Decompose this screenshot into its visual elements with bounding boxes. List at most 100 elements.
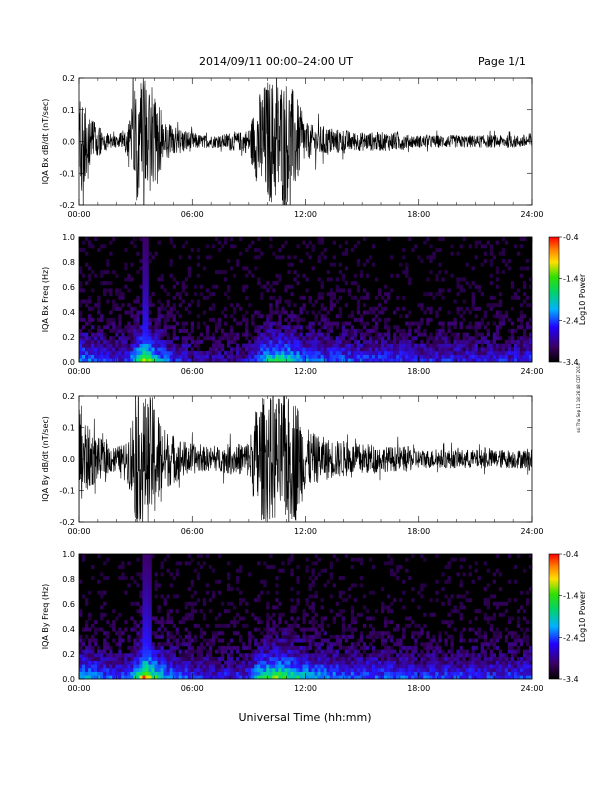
spectrogram-cell: [266, 664, 270, 669]
spectrogram-cell: [233, 645, 237, 650]
spectrogram-cell: [109, 288, 113, 293]
spectrogram-cell: [278, 314, 282, 319]
spectrogram-cell: [320, 237, 324, 241]
spectrogram-cell: [257, 667, 261, 672]
spectrogram-cell: [516, 554, 521, 558]
spectrogram-cell: [202, 561, 207, 566]
spectrogram-cell: [151, 631, 155, 636]
spectrogram-cell: [405, 262, 409, 267]
spectrogram-cell: [193, 675, 198, 680]
spectrogram-cell: [160, 667, 164, 672]
spectrogram-cell: [223, 277, 228, 282]
spectrogram-cell: [266, 616, 270, 621]
spectrogram-cell: [305, 350, 309, 355]
spectrogram-cell: [154, 343, 158, 348]
spectrogram-cell: [408, 675, 412, 680]
spectrogram-cell: [139, 572, 143, 577]
spectrogram-cell: [335, 314, 340, 319]
spectrogram-cell: [444, 594, 448, 599]
spectrogram-cell: [522, 656, 527, 661]
spectrogram-cell: [522, 653, 527, 658]
spectrogram-cell: [501, 656, 506, 661]
spectrogram-cell: [233, 339, 237, 344]
spectrogram-cell: [350, 248, 355, 253]
spectrogram-cell: [356, 240, 361, 245]
spectrogram-cell: [220, 270, 225, 275]
spectrogram-cell: [287, 321, 291, 326]
spectrogram-cell: [284, 645, 288, 650]
spectrogram-cell: [254, 325, 258, 330]
spectrogram-cell: [272, 358, 276, 363]
spectrogram-cell: [145, 660, 149, 665]
spectrogram-cell: [100, 343, 104, 348]
spectrogram-cell: [178, 634, 182, 639]
spectrogram-cell: [127, 671, 131, 676]
spectrogram-cell: [426, 292, 430, 297]
spectrogram-cell: [350, 281, 355, 286]
spectrogram-cell: [275, 354, 279, 359]
spectrogram-cell: [236, 336, 240, 341]
spectrogram-cell: [338, 612, 343, 617]
spectrogram-cell: [365, 671, 370, 676]
spectrogram-cell: [242, 284, 246, 289]
spectrogram-cell: [290, 634, 294, 639]
spectrogram-cell: [393, 675, 397, 680]
spectrogram-cell: [390, 255, 394, 260]
spectrogram-cell: [447, 579, 451, 584]
spectrogram-cell: [362, 649, 367, 654]
spectrogram-cell: [175, 354, 179, 359]
spectrogram-cell: [402, 336, 406, 341]
spectrogram-cell: [145, 354, 149, 359]
spectrogram-cell: [226, 561, 231, 566]
spectrogram-cell: [438, 321, 442, 326]
spectrogram-cell: [85, 251, 89, 256]
spectrogram-cell: [266, 631, 270, 636]
spectrogram-cell: [338, 609, 343, 614]
spectrogram-cell: [423, 675, 427, 680]
spectrogram-cell: [299, 339, 303, 344]
spectrogram-cell: [335, 660, 340, 665]
spectrogram-cell: [453, 557, 457, 562]
spectrogram-cell: [408, 664, 412, 669]
y-tick-label: 0.6: [62, 600, 75, 609]
spectrogram-cell: [190, 336, 195, 341]
spectrogram-cell: [317, 642, 321, 647]
spectrogram-cell: [257, 350, 261, 355]
spectrogram-cell: [450, 649, 454, 654]
spectrogram-cell: [112, 339, 116, 344]
spectrogram-cell: [381, 653, 385, 658]
spectrogram-cell: [290, 358, 294, 363]
spectrogram-cell: [525, 358, 530, 363]
spectrogram-cell: [308, 583, 312, 588]
spectrogram-cell: [136, 332, 140, 337]
spectrogram-cell: [393, 358, 397, 363]
spectrogram-cell: [148, 259, 152, 264]
spectrogram-cell: [371, 244, 376, 249]
spectrogram-cell: [353, 281, 358, 286]
spectrogram-cell: [405, 343, 409, 348]
spectrogram-cell: [501, 350, 506, 355]
spectrogram-cell: [311, 244, 315, 249]
spectrogram-cell: [160, 645, 164, 650]
spectrogram-cell: [426, 306, 430, 311]
spectrogram-cell: [211, 568, 216, 573]
spectrogram-cell: [459, 634, 463, 639]
spectrogram-cell: [148, 251, 152, 256]
spectrogram-cell: [465, 325, 469, 330]
spectrogram-cell: [184, 350, 189, 355]
spectrogram-cell: [468, 343, 472, 348]
spectrogram-cell: [260, 350, 264, 355]
spectrogram-cell: [97, 671, 101, 676]
spectrogram-cell: [88, 350, 92, 355]
spectrogram-cell: [302, 671, 306, 676]
spectrogram-cell: [187, 675, 192, 680]
spectrogram-cell: [371, 649, 376, 654]
spectrogram-cell: [103, 653, 107, 658]
spectrogram-cell: [118, 565, 122, 570]
spectrogram-cell: [151, 350, 155, 355]
spectrogram-cell: [124, 664, 128, 669]
spectrogram-cell: [471, 667, 475, 672]
spectrogram-cell: [314, 675, 318, 680]
spectrogram-cell: [263, 332, 267, 337]
spectrogram-cell: [260, 339, 264, 344]
